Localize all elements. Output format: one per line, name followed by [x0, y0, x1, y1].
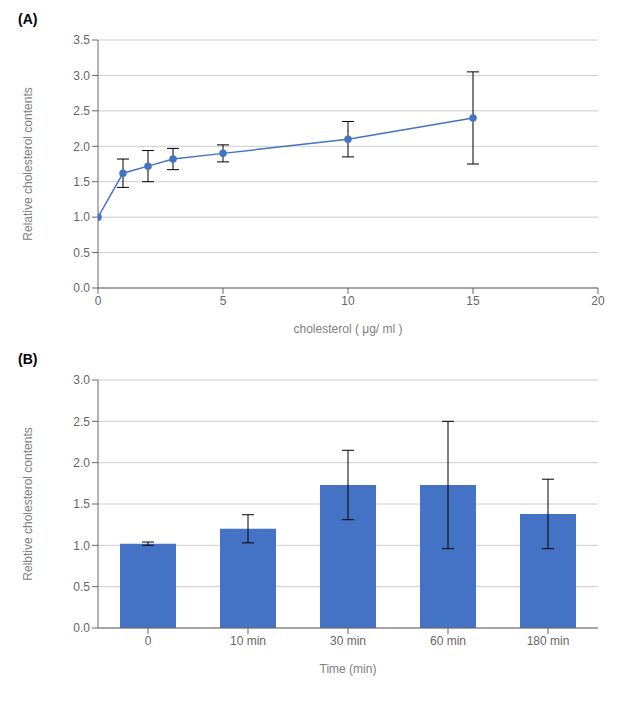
- svg-text:3.5: 3.5: [73, 33, 90, 47]
- svg-text:3.0: 3.0: [73, 373, 90, 387]
- html-text:(A): (A): [18, 11, 38, 27]
- svg-text:1.0: 1.0: [73, 210, 90, 224]
- svg-text:1.5: 1.5: [73, 497, 90, 511]
- svg-text:180 min: 180 min: [527, 634, 570, 648]
- svg-text:2.0: 2.0: [73, 456, 90, 470]
- svg-text:2.5: 2.5: [73, 415, 90, 429]
- svg-text:0.0: 0.0: [73, 621, 90, 635]
- svg-text:2.0: 2.0: [73, 140, 90, 154]
- svg-text:cholesterol ( μg/ ml ): cholesterol ( μg/ ml ): [294, 322, 403, 336]
- svg-text:5: 5: [220, 294, 227, 308]
- svg-text:15: 15: [466, 294, 480, 308]
- svg-text:0: 0: [95, 294, 102, 308]
- svg-text:3.0: 3.0: [73, 69, 90, 83]
- svg-text:Relative cholesterol contents: Relative cholesterol contents: [21, 87, 35, 240]
- svg-text:10 min: 10 min: [230, 634, 266, 648]
- svg-text:30 min: 30 min: [330, 634, 366, 648]
- svg-text:Relbtive cholesterol contents: Relbtive cholesterol contents: [21, 427, 35, 580]
- svg-text:0.5: 0.5: [73, 580, 90, 594]
- html-text:(B): (B): [18, 351, 38, 367]
- svg-text:2.5: 2.5: [73, 104, 90, 118]
- svg-text:1.5: 1.5: [73, 175, 90, 189]
- svg-text:0: 0: [145, 634, 152, 648]
- svg-text:Time (min): Time (min): [320, 662, 377, 676]
- svg-text:0.0: 0.0: [73, 281, 90, 295]
- svg-text:1.0: 1.0: [73, 539, 90, 553]
- svg-text:10: 10: [341, 294, 355, 308]
- svg-text:20: 20: [591, 294, 605, 308]
- svg-text:0.5: 0.5: [73, 246, 90, 260]
- svg-text:60 min: 60 min: [430, 634, 466, 648]
